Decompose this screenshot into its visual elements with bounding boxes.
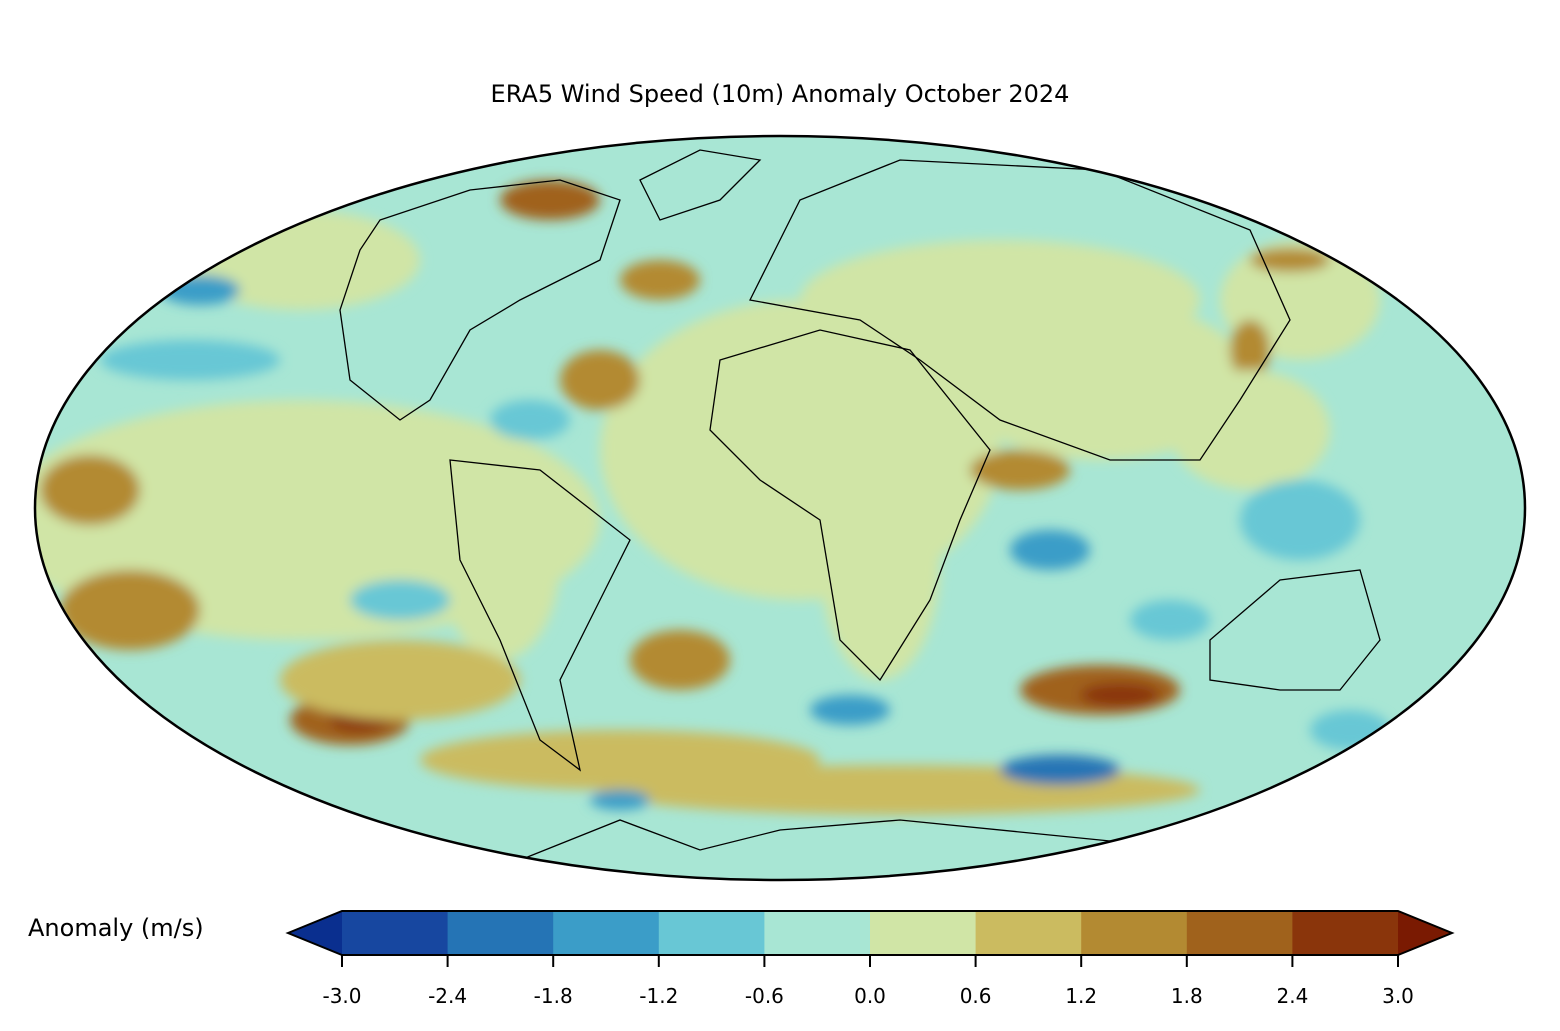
anomaly-field: [35, 136, 1525, 880]
anomaly-region: [630, 630, 730, 690]
colorbar-tick-label: 1.8: [1170, 984, 1203, 1008]
anomaly-region: [280, 640, 520, 720]
north-america-outline: [339, 179, 621, 421]
colorbar-segment: [764, 911, 871, 955]
colorbar-tick-label: 2.4: [1276, 984, 1309, 1008]
colorbar-segment: [975, 911, 1082, 955]
anomaly-region: [1000, 755, 1120, 785]
continents: [339, 149, 1381, 861]
colorbar-segment: [1081, 911, 1188, 955]
colorbar-segment: [658, 911, 765, 955]
colorbar-segment: [1292, 911, 1399, 955]
colorbar-tick-label: 3.0: [1382, 984, 1414, 1008]
colorbar-tick-label: -1.8: [533, 984, 573, 1008]
anomaly-region: [590, 790, 650, 810]
south-america-outline: [449, 459, 631, 772]
anomaly-region: [40, 455, 140, 525]
anomaly-region: [1080, 683, 1160, 707]
colorbar-tick-label: 0.0: [854, 984, 886, 1008]
anomaly-region: [1010, 530, 1090, 570]
anomaly-region: [440, 460, 560, 660]
anomaly-region: [100, 340, 280, 380]
anomaly-region: [620, 260, 700, 300]
colorbar-tick-label: -1.2: [639, 984, 679, 1008]
greenland-outline: [639, 149, 762, 221]
map-title: ERA5 Wind Speed (10m) Anomaly October 20…: [490, 80, 1070, 108]
anomaly-region: [1230, 320, 1270, 380]
colorbar-under-arrow: [288, 911, 342, 955]
anomaly-region: [350, 580, 450, 620]
anomaly-region: [1170, 370, 1330, 490]
colorbar-segment: [553, 911, 660, 955]
anomaly-region: [810, 695, 890, 725]
colorbar-tick-label: -0.6: [744, 984, 784, 1008]
colorbar: [285, 910, 1455, 967]
colorbar-over-arrow: [1398, 911, 1452, 955]
eurasia-outline: [749, 159, 1291, 461]
anomaly-region: [970, 450, 1070, 490]
anomaly-region: [820, 440, 940, 680]
colorbar-tick-label: -2.4: [428, 984, 468, 1008]
colorbar-segment: [1186, 911, 1293, 955]
australia-outline: [1209, 569, 1381, 691]
anomaly-region: [800, 240, 1200, 360]
anomaly-region: [500, 180, 600, 220]
colorbar-segment: [342, 911, 449, 955]
anomaly-region: [60, 570, 200, 650]
colorbar-tick-label: 1.2: [1065, 984, 1098, 1008]
antarctica-outline: [519, 819, 1301, 861]
colorbar-label: Anomaly (m/s): [28, 914, 204, 942]
anomaly-region: [490, 400, 570, 440]
colorbar-segment: [447, 911, 554, 955]
anomaly-region: [160, 275, 240, 305]
anomaly-region: [1240, 480, 1360, 560]
globe-boundary: [33, 134, 1527, 882]
anomaly-region: [1130, 600, 1210, 640]
colorbar-tick-label: 0.6: [959, 984, 992, 1008]
anomaly-region: [560, 350, 640, 410]
africa-outline: [709, 329, 991, 682]
anomaly-region: [1250, 248, 1330, 272]
colorbar-tick-label: -3.0: [322, 984, 362, 1008]
colorbar-segment: [870, 911, 977, 955]
